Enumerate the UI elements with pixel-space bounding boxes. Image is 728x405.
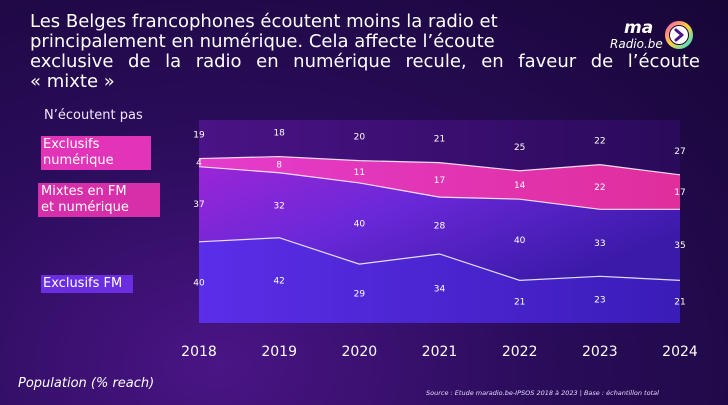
data-label-exclusive-fm: 21 <box>674 298 685 308</box>
data-label-not-listening: 21 <box>434 135 445 145</box>
legend-label-exclusive-fm: Exclusifs FM <box>41 275 133 293</box>
x-tick-label: 2022 <box>502 344 538 360</box>
title-line-1: Les Belges francophones écoutent moins l… <box>30 11 498 32</box>
maradio-logo: ma Radio.be <box>600 18 702 58</box>
x-tick-label: 2018 <box>181 344 217 360</box>
area-not-listening <box>199 120 680 175</box>
legend-label-mixed: Mixtes en FM et numérique <box>38 183 160 217</box>
data-label-mixed: 28 <box>434 222 446 232</box>
x-tick-label: 2019 <box>261 344 297 360</box>
title-line-2: principalement en numérique. Cela affect… <box>30 31 495 52</box>
x-tick-label: 2021 <box>422 344 458 360</box>
legend-label-mixed-line1: Mixtes en FM <box>41 184 127 199</box>
data-label-mixed: 35 <box>674 241 685 251</box>
population-note: Population (% reach) <box>18 376 155 391</box>
series-boundary-line <box>198 155 681 176</box>
x-tick-label: 2023 <box>582 344 618 360</box>
logo-text-ma: ma <box>624 18 654 38</box>
data-label-exclusive-fm: 42 <box>273 276 284 286</box>
data-label-exclusive-digital: 17 <box>434 176 445 186</box>
data-label-exclusive-digital: 14 <box>514 181 526 191</box>
chart-title: Les Belges francophones écoutent moins l… <box>30 12 700 92</box>
data-label-mixed: 40 <box>514 236 526 246</box>
data-label-exclusive-fm: 40 <box>193 278 205 288</box>
source-note: Source : Etude maradio.be-IPSOS 2018 à 2… <box>426 389 659 397</box>
logo-text-radio: Radio.be <box>610 37 663 51</box>
legend-label-exclusive-digital-line2: numérique <box>43 153 114 168</box>
data-label-exclusive-digital: 22 <box>594 183 605 193</box>
area-mixed <box>199 166 680 281</box>
x-tick-label: 2024 <box>662 344 698 360</box>
series-boundary-line <box>198 237 681 281</box>
data-label-exclusive-fm: 34 <box>434 284 446 294</box>
data-label-mixed: 33 <box>594 239 605 249</box>
data-label-exclusive-digital: 11 <box>354 168 365 178</box>
area-exclusive-digital <box>199 156 680 210</box>
data-label-exclusive-digital: 4 <box>196 159 202 169</box>
data-label-not-listening: 19 <box>193 131 205 141</box>
title-line-3: exclusive de la radio en numérique recul… <box>30 51 700 72</box>
data-label-exclusive-fm: 29 <box>354 290 366 300</box>
series-boundary-line <box>198 166 680 210</box>
data-label-mixed: 32 <box>273 201 284 211</box>
x-tick-label: 2020 <box>342 344 378 360</box>
data-label-exclusive-fm: 21 <box>514 298 525 308</box>
data-label-not-listening: 25 <box>514 143 525 153</box>
data-label-not-listening: 27 <box>674 147 685 157</box>
legend-label-exclusive-digital-line1: Exclusifs <box>43 137 100 152</box>
data-label-exclusive-digital: 17 <box>674 188 685 198</box>
data-label-mixed: 37 <box>193 200 204 210</box>
data-label-not-listening: 18 <box>273 129 285 139</box>
data-label-mixed: 40 <box>354 220 366 230</box>
legend-label-not-listening: N’écoutent pas <box>44 108 143 123</box>
title-line-4: « mixte » <box>30 71 115 92</box>
data-label-exclusive-digital: 8 <box>276 161 282 171</box>
logo-play-icon <box>665 21 693 49</box>
area-exclusive-fm <box>199 237 680 323</box>
legend-label-mixed-line2: et numérique <box>41 200 129 215</box>
data-label-exclusive-fm: 23 <box>594 296 605 306</box>
data-label-not-listening: 22 <box>594 137 605 147</box>
data-label-not-listening: 20 <box>354 133 366 143</box>
legend-label-exclusive-digital: Exclusifs numérique <box>41 136 151 170</box>
